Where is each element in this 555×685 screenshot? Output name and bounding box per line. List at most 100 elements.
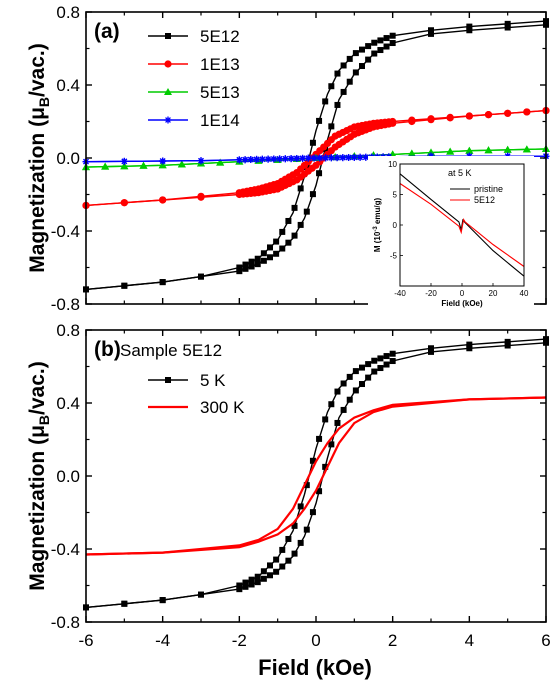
data-point (334, 419, 341, 426)
data-point (322, 463, 329, 470)
data-point (304, 154, 312, 162)
data-point (383, 361, 390, 368)
legend-label: 1E14 (200, 111, 240, 130)
data-point (270, 155, 278, 163)
data-point (503, 145, 512, 153)
y-axis-title-a: Magnetization (μB/vac.) (26, 43, 52, 273)
data-point (428, 345, 434, 352)
data-point (340, 88, 347, 95)
data-point (264, 155, 272, 163)
inset-background (368, 156, 534, 328)
data-point (523, 108, 531, 116)
data-point (428, 30, 434, 37)
legend-item: 5E12 (148, 27, 240, 46)
data-point (293, 154, 301, 162)
y-tick-label: -0.4 (51, 222, 80, 241)
data-point (291, 550, 298, 557)
data-point (407, 149, 416, 157)
data-point (371, 357, 378, 364)
data-point (466, 345, 473, 352)
legend-label: 1E13 (200, 55, 240, 74)
legend-swatch-marker (165, 377, 171, 383)
panel-label: (a) (94, 20, 120, 43)
data-point (101, 162, 110, 170)
data-point (389, 32, 396, 39)
data-point (242, 583, 249, 590)
data-point (260, 575, 267, 582)
data-point (267, 254, 273, 261)
data-point (340, 380, 347, 387)
data-point (299, 154, 307, 162)
data-point (428, 27, 434, 34)
series-1e13 (82, 106, 550, 210)
data-point (428, 348, 434, 355)
inset-y-tick-label: 5 (393, 191, 398, 200)
x-tick-label: 2 (388, 631, 397, 650)
data-point (254, 579, 261, 586)
data-point (365, 361, 372, 368)
data-point (276, 155, 284, 163)
data-point (248, 258, 255, 265)
data-point (267, 244, 273, 251)
data-point (158, 161, 167, 169)
inset-y-axis-title-tail: emu/g) (373, 198, 382, 227)
data-point (285, 239, 292, 246)
data-point (159, 196, 167, 204)
data-point (346, 373, 353, 380)
data-point (159, 279, 166, 286)
data-point (235, 156, 243, 164)
inset-series-pristine (399, 173, 525, 277)
data-point (350, 153, 358, 161)
data-point (159, 597, 166, 604)
data-point (377, 355, 384, 362)
data-point (352, 50, 359, 57)
data-point (365, 43, 372, 50)
data-point (446, 147, 455, 155)
data-point (216, 158, 225, 166)
legend: Sample 5E12 5 K 300 K (120, 341, 245, 417)
data-point (297, 221, 304, 228)
data-point (377, 47, 384, 54)
series-5-k (83, 336, 549, 611)
y-tick-label: 0.8 (56, 321, 80, 340)
data-point (316, 170, 323, 177)
data-point (273, 250, 280, 257)
legend-item: 300 K (148, 398, 245, 417)
data-point (362, 153, 370, 161)
series-line-lower (85, 24, 547, 291)
data-point (446, 114, 454, 122)
x-axis-title: Field (kOe) (258, 655, 372, 680)
y-tick-label: -0.8 (51, 613, 80, 632)
panel-label: (b) (94, 338, 121, 361)
data-point (310, 154, 318, 162)
y-tick-label: 0.4 (56, 76, 80, 95)
data-point (242, 265, 249, 272)
series-line-upper (85, 338, 547, 609)
data-point (322, 416, 329, 423)
legend-item: 1E13 (148, 55, 240, 74)
y-axis-title-b-tail: /vac.) (26, 361, 49, 415)
inset-title: at 5 K (448, 168, 472, 178)
data-point (120, 157, 128, 165)
legend-label: 5E12 (200, 27, 240, 46)
data-point (279, 563, 286, 570)
data-point (236, 268, 243, 275)
data-point (346, 55, 353, 62)
inset-y-tick-label: 0 (393, 221, 398, 230)
data-point (371, 39, 378, 46)
data-point (522, 145, 531, 153)
data-point (466, 27, 473, 34)
data-point (352, 368, 359, 375)
series-line-upper (85, 20, 547, 291)
legend-label: 5 K (200, 371, 226, 390)
data-point (328, 401, 335, 408)
legend-swatch-marker (164, 60, 172, 68)
data-point (177, 160, 186, 168)
data-point (260, 250, 267, 257)
data-point (260, 257, 267, 264)
y-axis-title-a-sub: B (36, 97, 52, 107)
data-point (383, 35, 390, 42)
data-point (352, 387, 359, 394)
data-point (279, 245, 286, 252)
